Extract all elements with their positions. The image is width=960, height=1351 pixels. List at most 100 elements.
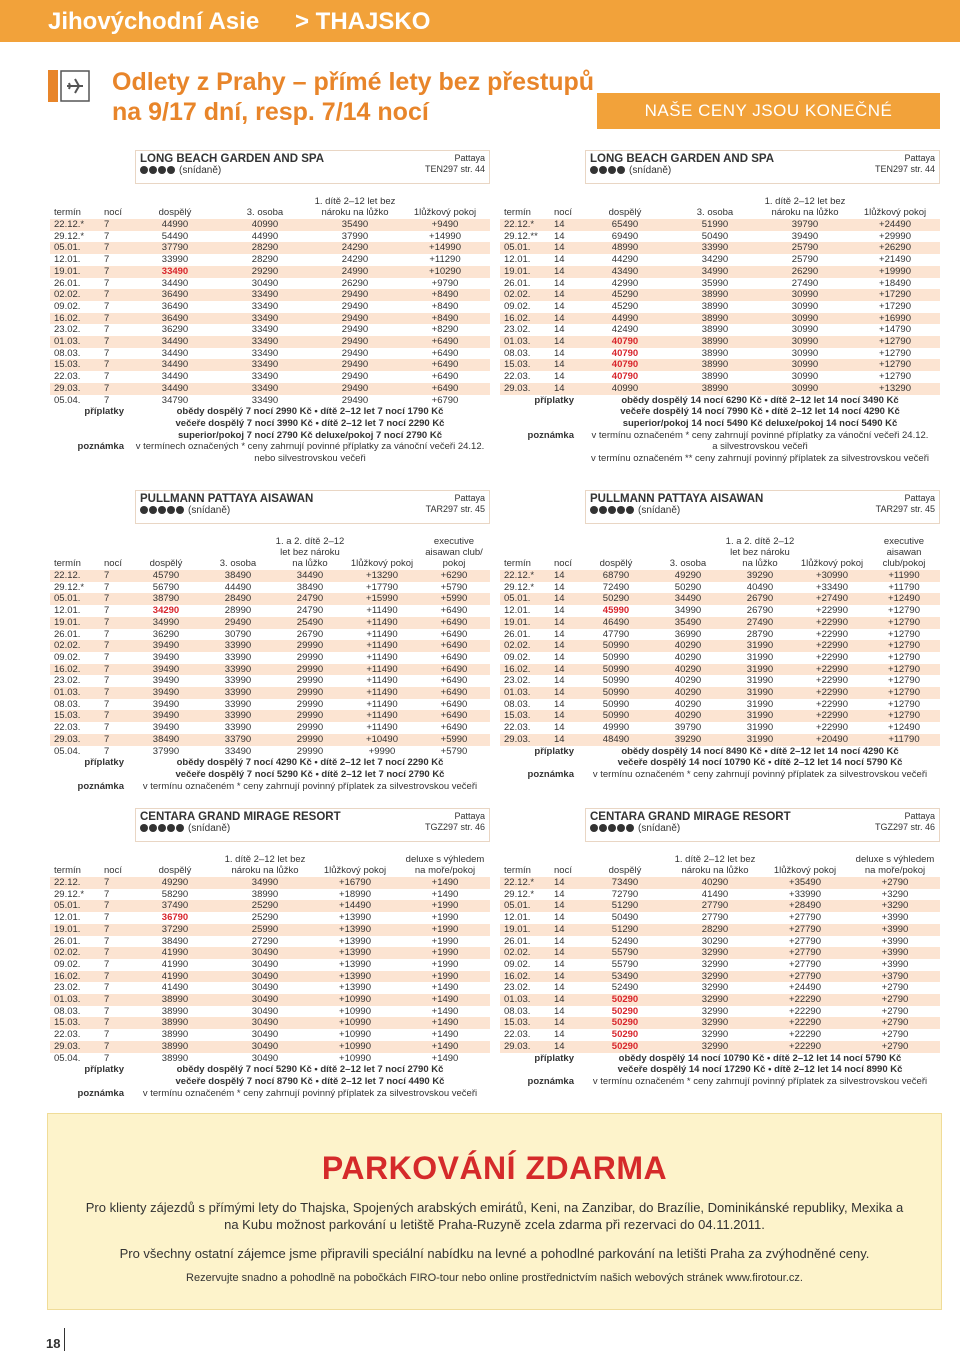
cell: 33990 (224, 651, 252, 663)
price-row: 01.03. 7 34490 33490 29490 +6490 (50, 336, 490, 348)
cell: 26290 (341, 277, 369, 289)
cell: +27790 (789, 912, 821, 924)
column-header: 1. dítě 2–12 let bez nároku na lůžko (314, 196, 396, 218)
price-row: 19.01. 7 37290 25990 +13990 +1990 (50, 923, 490, 936)
hotel-meta: Pattaya TGZ297 str. 46 (875, 811, 935, 833)
star (149, 824, 157, 833)
cell: 29.12.* (504, 888, 535, 900)
price-row: 19.01. 14 51290 28290 +27790 +3990 (500, 923, 940, 936)
cell: 39490 (152, 675, 180, 687)
cell: +27790 (760, 970, 850, 983)
supplements-label: příplatky (84, 757, 124, 769)
price-row: 05.01. 7 37490 25290 +14490 +1990 (50, 900, 490, 913)
cell: 34490 (130, 382, 220, 395)
top-bar (0, 0, 960, 42)
price-row: 08.03. 7 34490 33490 29490 +6490 (50, 348, 490, 360)
column-header: dospělý (149, 558, 183, 569)
cell: 38990 (161, 1052, 189, 1064)
price-row: 02.02. 14 45290 38990 30990 +17290 (500, 289, 940, 301)
price-row: 22.03. 14 50290 32990 +22290 +2790 (500, 1029, 940, 1041)
cell: +16790 (310, 877, 400, 889)
cell: 49290 (652, 570, 724, 582)
price-row: 19.01. 7 34990 29490 25490 +11490 +6490 (50, 616, 490, 629)
column-header: 3. osoba (219, 558, 257, 569)
cell: 02.02. (50, 289, 100, 301)
cell: +35490 (760, 877, 850, 889)
cell: 52490 (611, 935, 639, 947)
cell: 05.01. (500, 242, 550, 255)
price-row: 08.03. 7 39490 33990 29990 +11490 +6490 (50, 699, 490, 711)
cell: +22290 (760, 1017, 850, 1030)
column-header: 3. osoba (246, 207, 284, 218)
cell: 30990 (760, 312, 850, 325)
cell: +22990 (796, 616, 868, 629)
cell: 14 (554, 651, 565, 663)
cell: 34490 (130, 359, 220, 372)
cell: 23.02. (54, 324, 81, 336)
cell: +22990 (816, 605, 848, 617)
cell: +1990 (431, 935, 459, 947)
cell: +1490 (431, 982, 459, 994)
price-row: 26.01. 14 42990 35990 27490 +18490 (500, 278, 940, 290)
cell: +22990 (816, 651, 848, 663)
cell: 29490 (310, 359, 400, 372)
column-header: executive aisawan club/ pokoj (425, 536, 483, 569)
cell: 42490 (611, 324, 639, 336)
cell: 25290 (220, 900, 310, 913)
cell: 29.12.* (54, 581, 85, 593)
cell: 38990 (670, 382, 760, 395)
cell: 15.03. (500, 359, 550, 372)
cell: 29490 (341, 324, 369, 336)
cell: 37990 (152, 745, 180, 757)
cell: 14 (554, 722, 565, 734)
price-row: 15.03. 7 39490 33990 29990 +11490 +6490 (50, 710, 490, 723)
hotel-meta: Pattaya TEN297 str. 44 (425, 153, 485, 175)
cell: +3990 (850, 947, 940, 959)
cell: 01.03. (50, 336, 100, 348)
cell: +11490 (346, 687, 418, 699)
cell: 23.02. (504, 982, 531, 994)
cell: 39490 (152, 651, 180, 663)
cell: +16990 (850, 312, 940, 325)
cell: 14 (554, 1029, 565, 1041)
price-row: 01.03. 14 50290 32990 +22290 +2790 (500, 994, 940, 1006)
note-line: v termínu označeném * ceny zahrnují povi… (142, 780, 478, 792)
cell: +33490 (816, 581, 848, 593)
cell: +12790 (868, 710, 940, 723)
column-header: termín (54, 207, 81, 218)
note-text: v termínu označeném * ceny zahrnují povi… (580, 430, 940, 465)
cell: 34990 (220, 877, 310, 889)
note-line: a silvestrovskou večeři (712, 441, 808, 453)
cell: 50990 (580, 687, 652, 699)
header-row: termín nocí dospělý 1. dítě 2–12 let bez ná… (500, 854, 940, 877)
cell: 48990 (580, 242, 670, 255)
price-row: 09.02. 14 45290 38990 30990 +17290 (500, 301, 940, 313)
cell: +2790 (881, 1005, 909, 1017)
cell: +11290 (429, 254, 461, 266)
cell: 45290 (611, 300, 639, 312)
board: (snídaně) (638, 823, 681, 834)
column-header: nocí (104, 558, 122, 569)
cell: 45790 (130, 570, 202, 582)
cell: 41990 (130, 970, 220, 983)
cell: 7 (104, 722, 110, 734)
hotel-name: LONG BEACH GARDEN AND SPA (590, 153, 775, 165)
cell: +11490 (346, 710, 418, 723)
column-header: executive aisawan club/pokoj (882, 536, 926, 569)
cell: 38990 (161, 1029, 189, 1041)
cell: 52490 (611, 982, 639, 994)
cell: 36490 (130, 289, 220, 301)
price-row: 05.01. 14 48990 33990 25790 +26290 (500, 242, 940, 255)
cell: 38990 (701, 347, 729, 359)
cell: 26790 (746, 605, 774, 617)
price-row: 02.02. 7 36490 33490 29490 +8490 (50, 289, 490, 301)
price-row: 29.03. 7 34490 33490 29490 +6490 (50, 382, 490, 395)
cell: 7 (100, 570, 130, 582)
column-header: nocí (554, 558, 572, 569)
cell: +12790 (888, 675, 920, 687)
column-header: deluxe s výhledem na moře/pokoj (855, 854, 935, 876)
cell: 50990 (602, 698, 630, 710)
cell: 33490 (130, 265, 220, 278)
cell: +11490 (366, 651, 398, 663)
hotel-name: CENTARA GRAND MIRAGE RESORT (590, 811, 791, 823)
